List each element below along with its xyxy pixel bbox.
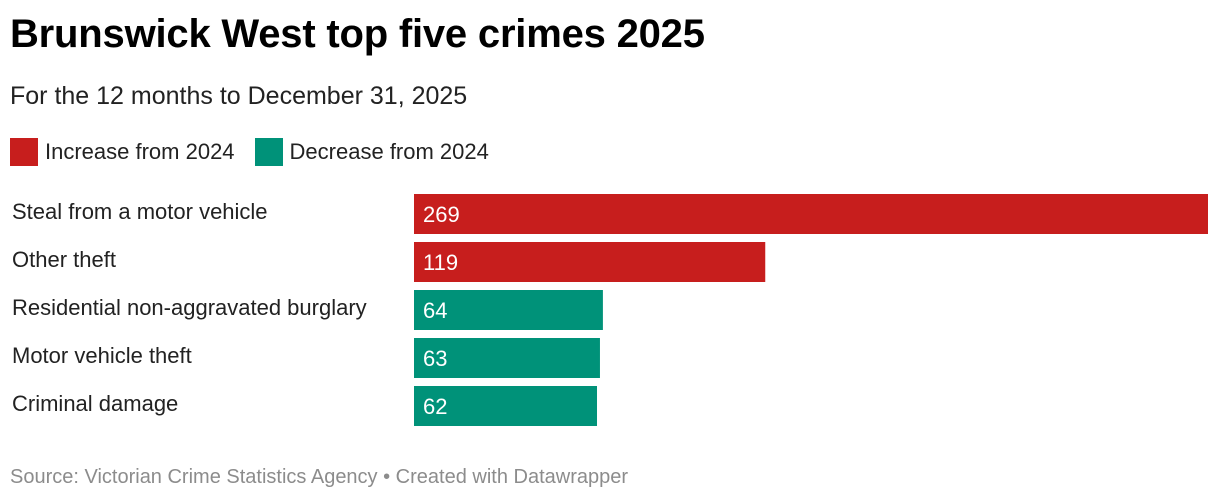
bar-value-label: 62 — [423, 394, 447, 419]
bar-value-label: 269 — [423, 202, 460, 227]
bar-label: Motor vehicle theft — [12, 343, 192, 368]
chart-title: Brunswick West top five crimes 2025 — [10, 12, 705, 56]
bar-label: Criminal damage — [12, 391, 178, 416]
bar — [414, 338, 600, 378]
bar-value-label: 64 — [423, 298, 447, 323]
legend-label-decrease: Decrease from 2024 — [289, 139, 489, 164]
chart-subtitle: For the 12 months to December 31, 2025 — [10, 82, 468, 110]
bar — [414, 194, 1208, 234]
bar-chart: Steal from a motor vehicle 269 Other theft… — [12, 194, 1208, 426]
legend: Increase from 2024 Decrease from 2024 — [10, 138, 509, 166]
legend-item-increase: Increase from 2024 — [10, 138, 235, 166]
bar — [414, 242, 766, 282]
source-note: Source: Victorian Crime Statistics Agenc… — [10, 466, 629, 488]
bar-value-label: 119 — [423, 250, 458, 275]
bar-label: Residential non-aggravated burglary — [12, 295, 367, 320]
bar — [414, 290, 603, 330]
bar-label: Steal from a motor vehicle — [12, 199, 268, 224]
bar-value-label: 63 — [423, 346, 447, 371]
legend-swatch-decrease — [254, 138, 283, 166]
legend-label-increase: Increase from 2024 — [45, 139, 235, 164]
bar — [414, 386, 598, 426]
bar-label: Other theft — [12, 247, 116, 272]
legend-swatch-increase — [10, 138, 38, 166]
legend-item-decrease: Decrease from 2024 — [254, 138, 489, 166]
